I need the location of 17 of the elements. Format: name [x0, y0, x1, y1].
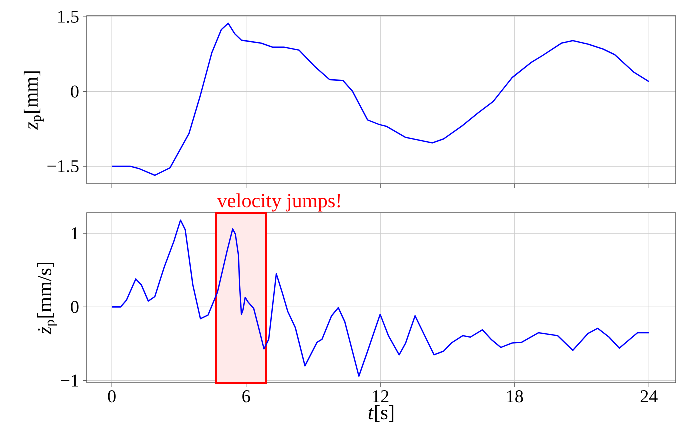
x-tick-label: 12 [373, 390, 389, 402]
x-tick-label: 0 [108, 390, 116, 403]
y-tick-label: 0 [71, 86, 79, 98]
y-axis-title: ż$_{p}$[mm/s] [37, 262, 58, 335]
y-tick-label: 1 [72, 228, 78, 240]
y-axis-title: z$_{p}$[mm] [24, 72, 44, 130]
line-series [111, 22, 650, 176]
y-tick-label: −1 [61, 374, 78, 387]
y-tick-label: 0 [71, 301, 79, 314]
line-series [111, 220, 650, 378]
x-tick-label: 24 [640, 390, 658, 402]
y-tick-label: 1.5 [58, 10, 79, 24]
x-axis-title: t[s] [368, 406, 394, 422]
x-tick-label: 6 [242, 390, 250, 403]
x-tick-label: 18 [507, 390, 524, 403]
band-label: velocity jumps! [217, 194, 340, 212]
y-tick-label: −1.5 [48, 160, 79, 173]
